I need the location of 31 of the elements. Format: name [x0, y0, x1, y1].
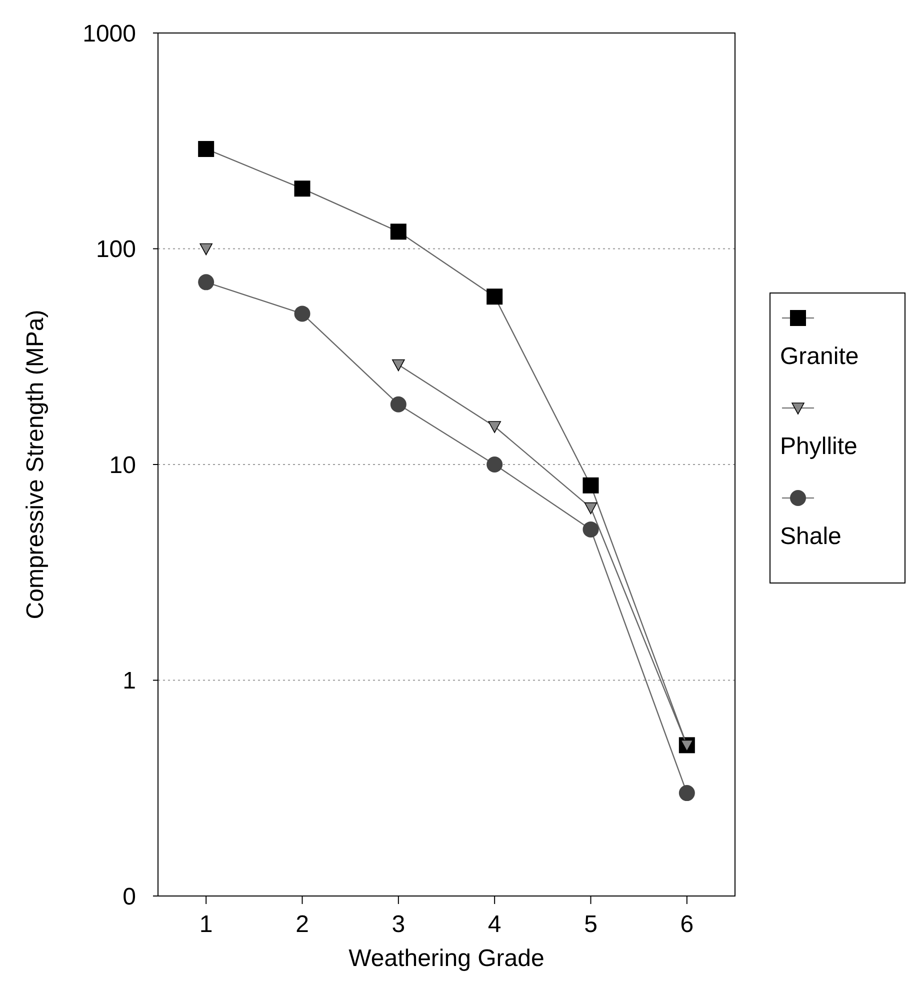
x-tick-label: 3: [392, 911, 406, 938]
point: [390, 224, 406, 240]
y-tick-label: 1: [122, 668, 136, 695]
y-tick-label: 10: [109, 452, 136, 479]
x-axis-title: Weathering Grade: [348, 945, 544, 972]
point: [390, 396, 406, 412]
point: [200, 243, 212, 256]
y-tick-label: 0: [122, 883, 136, 910]
x-tick-label: 1: [199, 911, 213, 938]
y-tick-label: 1000: [82, 20, 136, 48]
point: [678, 785, 695, 802]
point: [294, 306, 310, 322]
legend-label: Phyllite: [780, 433, 858, 460]
x-tick-label: 5: [584, 911, 598, 938]
legend-label: Shale: [780, 523, 842, 550]
legend-label: Granite: [780, 343, 859, 370]
point: [486, 456, 503, 472]
x-tick-label: 4: [488, 911, 502, 938]
point: [486, 288, 503, 305]
y-tick-label: 100: [96, 236, 136, 264]
point: [198, 274, 214, 290]
point: [488, 421, 501, 433]
point: [198, 140, 214, 157]
x-tick-label: 6: [680, 911, 694, 938]
point: [392, 359, 405, 372]
point: [584, 502, 598, 514]
point: [582, 477, 599, 494]
y-axis-title: Compressive Strength (MPa): [22, 310, 49, 620]
point: [582, 521, 599, 538]
point: [294, 180, 310, 197]
x-tick-label: 2: [296, 911, 309, 938]
